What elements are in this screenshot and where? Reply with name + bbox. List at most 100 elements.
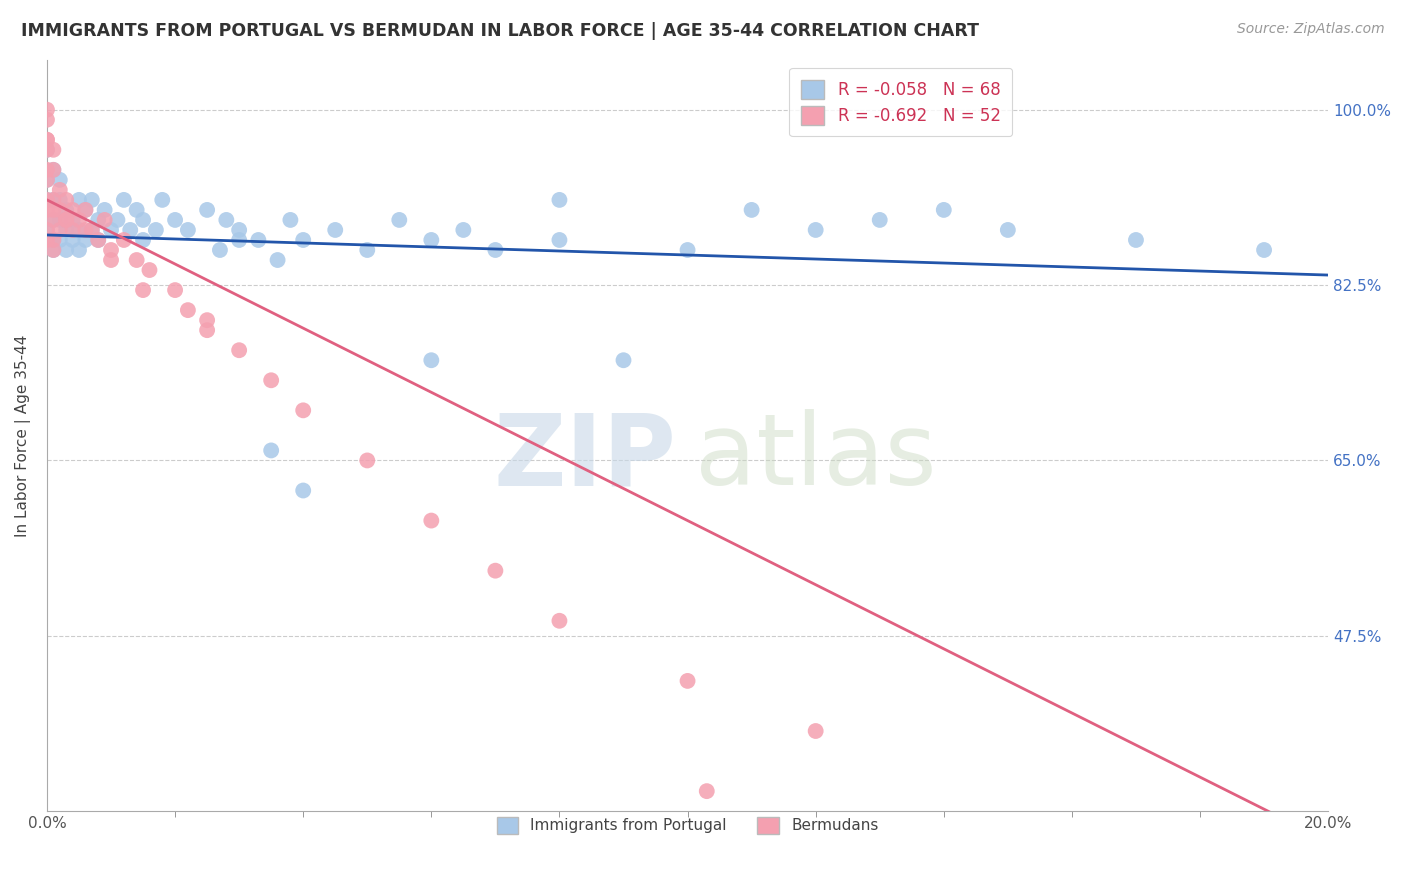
Point	[932, 202, 955, 217]
Point	[100, 223, 122, 237]
Point	[87, 213, 110, 227]
Point	[75, 202, 97, 217]
Point	[208, 243, 231, 257]
Point	[35, 223, 58, 237]
Point	[62, 223, 84, 237]
Point	[292, 403, 315, 417]
Point	[266, 253, 288, 268]
Point	[125, 202, 148, 217]
Point	[87, 233, 110, 247]
Point	[35, 112, 58, 127]
Point	[177, 303, 200, 318]
Point	[75, 202, 97, 217]
Point	[1253, 243, 1275, 257]
Point	[35, 193, 58, 207]
Point	[292, 483, 315, 498]
Point	[35, 133, 58, 147]
Point	[107, 213, 129, 227]
Point	[55, 213, 77, 227]
Point	[49, 173, 72, 187]
Point	[484, 564, 506, 578]
Point	[804, 724, 827, 739]
Point	[388, 213, 411, 227]
Text: Source: ZipAtlas.com: Source: ZipAtlas.com	[1237, 22, 1385, 37]
Point	[150, 193, 173, 207]
Point	[100, 243, 122, 257]
Point	[125, 253, 148, 268]
Point	[165, 213, 187, 227]
Point	[55, 193, 77, 207]
Point	[280, 213, 302, 227]
Point	[804, 223, 827, 237]
Point	[55, 223, 77, 237]
Point	[42, 162, 65, 177]
Point	[676, 243, 699, 257]
Point	[323, 223, 346, 237]
Point	[42, 213, 65, 227]
Point	[75, 223, 97, 237]
Point	[49, 183, 72, 197]
Point	[35, 233, 58, 247]
Point	[120, 223, 142, 237]
Point	[228, 223, 250, 237]
Point	[55, 202, 77, 217]
Point	[42, 243, 65, 257]
Point	[35, 173, 58, 187]
Point	[80, 223, 103, 237]
Point	[112, 193, 135, 207]
Point	[35, 143, 58, 157]
Point	[62, 233, 84, 247]
Point	[49, 213, 72, 227]
Point	[548, 614, 571, 628]
Point	[100, 253, 122, 268]
Point	[49, 202, 72, 217]
Point	[42, 243, 65, 257]
Point	[42, 162, 65, 177]
Point	[420, 514, 443, 528]
Point	[612, 353, 634, 368]
Point	[80, 223, 103, 237]
Point	[696, 784, 718, 798]
Point	[356, 453, 378, 467]
Point	[741, 202, 763, 217]
Point	[997, 223, 1019, 237]
Text: ZIP: ZIP	[494, 409, 676, 507]
Point	[228, 233, 250, 247]
Point	[42, 143, 65, 157]
Point	[195, 313, 218, 327]
Point	[55, 213, 77, 227]
Point	[132, 233, 155, 247]
Point	[35, 103, 58, 117]
Point	[35, 133, 58, 147]
Point	[356, 243, 378, 257]
Point	[132, 283, 155, 297]
Point	[49, 233, 72, 247]
Point	[42, 233, 65, 247]
Point	[548, 193, 571, 207]
Point	[67, 243, 90, 257]
Point	[35, 193, 58, 207]
Point	[260, 373, 283, 387]
Point	[165, 283, 187, 297]
Point	[215, 213, 238, 227]
Point	[145, 223, 167, 237]
Point	[67, 223, 90, 237]
Y-axis label: In Labor Force | Age 35-44: In Labor Force | Age 35-44	[15, 334, 31, 537]
Point	[42, 202, 65, 217]
Point	[42, 193, 65, 207]
Point	[138, 263, 160, 277]
Point	[35, 143, 58, 157]
Point	[228, 343, 250, 358]
Point	[67, 213, 90, 227]
Point	[62, 202, 84, 217]
Point	[93, 202, 115, 217]
Point	[292, 233, 315, 247]
Point	[676, 673, 699, 688]
Point	[420, 353, 443, 368]
Point	[67, 193, 90, 207]
Point	[453, 223, 475, 237]
Point	[42, 193, 65, 207]
Point	[35, 223, 58, 237]
Point	[75, 233, 97, 247]
Point	[62, 213, 84, 227]
